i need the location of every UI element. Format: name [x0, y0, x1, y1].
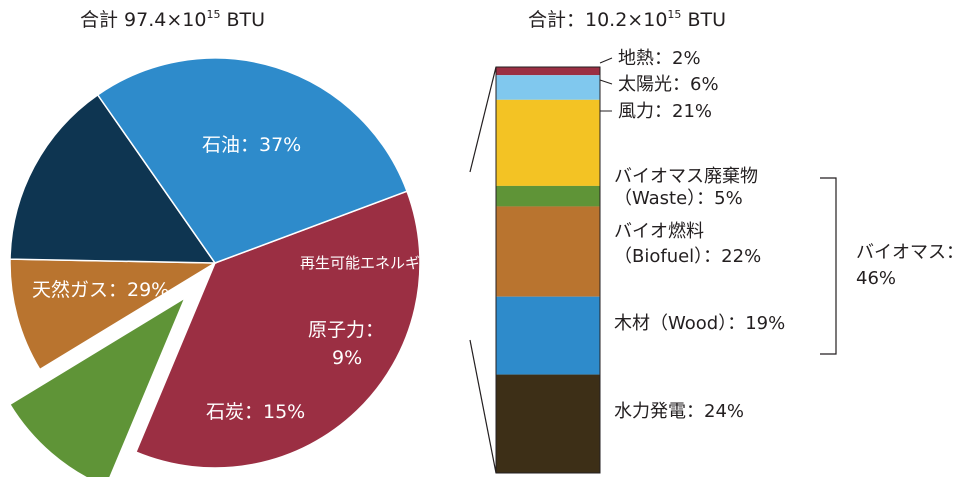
bar-outline: [495, 66, 601, 474]
bar-title: 合計：10.2×1015 BTU: [528, 8, 726, 31]
pie-chart: [8, 57, 421, 477]
label-solar: 太陽光：6%: [618, 74, 719, 95]
stacked-bar: [495, 66, 601, 474]
zoom-line-bottom: [469, 339, 497, 474]
bar-segment: [496, 374, 600, 473]
pie-slice: [134, 190, 421, 469]
label-geothermal: 地熱：2%: [618, 48, 701, 69]
biomass-bracket: [820, 177, 837, 355]
label-waste-line2: （Waste）：5%: [614, 188, 743, 209]
label-nuclear-line2: 9%: [332, 347, 362, 369]
label-hydro: 水力発電：24%: [614, 401, 744, 422]
bar-segment: [496, 67, 600, 76]
label-wind: 風力：21%: [618, 101, 712, 122]
label-biomass-line1: バイオマス：: [856, 242, 960, 263]
label-biofuel-line1: バイオ燃料: [614, 221, 704, 242]
bar-segment: [496, 185, 600, 207]
bar-segment: [496, 75, 600, 100]
label-waste-line1: バイオマス廃棄物: [614, 166, 758, 187]
label-wood: 木材（Wood）：19%: [614, 313, 785, 334]
pie-title: 合計 97.4×1015 BTU: [80, 8, 265, 31]
label-nuclear-line1: 原子力：: [308, 319, 384, 341]
pie-slice: [9, 258, 218, 371]
label-coal: 石炭：15%: [206, 401, 305, 423]
pie-slice: [8, 296, 187, 477]
bar-segment: [496, 99, 600, 186]
zoom-line-top: [469, 66, 497, 173]
label-oil: 石油：37%: [202, 134, 301, 156]
bar-segment: [496, 296, 600, 375]
label-renewable-line1: 再生可能エネルギー：: [300, 254, 450, 272]
label-biofuel-line2: （Biofuel）：22%: [614, 246, 761, 267]
label-gas: 天然ガス：29%: [32, 279, 169, 301]
pie-slice: [9, 93, 217, 264]
label-renewable-line2: 10%: [426, 274, 459, 292]
bar-labels: 地熱：2% 太陽光：6% 風力：21% バイオマス廃棄物 （Waste）：5% …: [599, 48, 785, 422]
pie-slice: [96, 57, 408, 264]
label-biomass-line2: 46%: [856, 268, 896, 289]
bar-segment: [496, 206, 600, 297]
